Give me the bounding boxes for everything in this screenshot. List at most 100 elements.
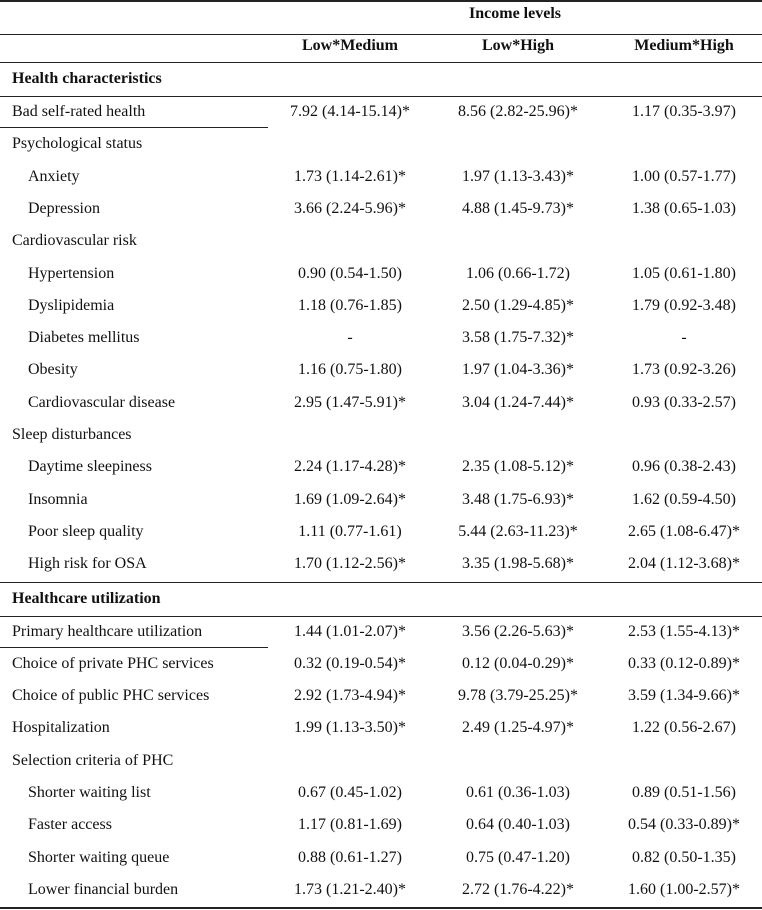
cell: 1.69 (1.09-2.64)* (294, 490, 406, 508)
sub-row-label: Lower financial burden (28, 880, 179, 898)
rule (0, 62, 762, 63)
row-label: Choice of private PHC services (12, 654, 214, 672)
cell: 2.04 (1.12-3.68)* (628, 555, 740, 573)
cell: 0.61 (0.36-1.03) (466, 784, 570, 801)
rule (0, 581, 762, 583)
cell: 2.50 (1.29-4.85)* (462, 296, 574, 314)
cell: 0.12 (0.04-0.29)* (462, 654, 574, 672)
cell: 3.35 (1.98-5.68)* (462, 555, 574, 573)
row-label: Cardiovascular risk (12, 232, 137, 250)
cell: 1.97 (1.04-3.36)* (462, 361, 574, 379)
rule (0, 96, 762, 97)
cell: 1.06 (0.66-1.72) (466, 264, 570, 282)
cell: 2.72 (1.76-4.22)* (462, 880, 574, 898)
cell: 1.05 (0.61-1.80) (632, 264, 736, 282)
cell: 9.78 (3.79-25.25)* (458, 687, 578, 705)
column-header: Low*Medium (302, 37, 398, 54)
cell: 1.73 (0.92-3.26) (632, 361, 736, 379)
row-label: Hospitalization (12, 719, 110, 737)
cell: 1.16 (0.75-1.80) (298, 361, 402, 379)
cell: 2.24 (1.17-4.28)* (294, 458, 406, 476)
rule (0, 0, 762, 2)
sub-row-label: Insomnia (28, 490, 88, 508)
cell: 1.79 (0.92-3.48) (632, 296, 736, 314)
cell: 2.49 (1.25-4.97)* (462, 719, 574, 737)
cell: 8.56 (2.82-25.96)* (458, 103, 578, 120)
sub-row-label: High risk for OSA (28, 555, 147, 573)
cell: 1.97 (1.13-3.43)* (462, 167, 574, 185)
cell: 7.92 (4.14-15.14)* (290, 103, 410, 120)
cell: 0.96 (0.38-2.43) (632, 458, 736, 476)
row-label: Bad self-rated health (12, 103, 146, 120)
cell: 2.35 (1.08-5.12)* (462, 458, 574, 476)
cell: 0.89 (0.51-1.56) (632, 784, 736, 801)
group-header: Income levels (469, 5, 561, 22)
cell: 3.66 (2.24-5.96)* (294, 199, 406, 217)
cell: 1.99 (1.13-3.50)* (294, 719, 406, 737)
sub-row-label: Shorter waiting list (28, 784, 151, 801)
sub-row-label: Diabetes mellitus (28, 329, 140, 347)
cell: 3.48 (1.75-6.93)* (462, 490, 574, 508)
section-title: Health characteristics (12, 70, 162, 87)
cell: 1.11 (0.77-1.61) (298, 522, 402, 540)
cell: 0.93 (0.33-2.57) (632, 393, 736, 411)
row-label: Selection criteria of PHC (12, 751, 174, 769)
cell: 0.82 (0.50-1.35) (632, 848, 736, 866)
row-label: Sleep disturbances (12, 426, 132, 443)
cell: 0.75 (0.47-1.20) (466, 848, 570, 866)
cell: - (347, 329, 353, 347)
cell: 0.54 (0.33-0.89)* (628, 816, 740, 834)
cell: 0.67 (0.45-1.02) (298, 784, 402, 801)
cell: - (681, 329, 687, 347)
cell: 0.88 (0.61-1.27) (298, 848, 402, 866)
cell: 1.18 (0.76-1.85) (298, 296, 402, 314)
column-header: Medium*High (634, 37, 734, 54)
cell: 0.32 (0.19-0.54)* (294, 654, 406, 672)
rule (0, 34, 762, 35)
sub-row-label: Depression (28, 199, 100, 217)
rule (0, 646, 268, 648)
sub-row-label: Obesity (28, 361, 78, 379)
section-title: Healthcare utilization (12, 589, 161, 607)
row-label: Choice of public PHC services (12, 687, 210, 705)
cell: 1.73 (1.14-2.61)* (294, 167, 406, 185)
sub-row-label: Poor sleep quality (28, 522, 144, 540)
sub-row-label: Anxiety (28, 167, 80, 185)
sub-row-label: Dyslipidemia (28, 296, 115, 314)
cell: 4.88 (1.45-9.73)* (462, 199, 574, 217)
cell: 0.90 (0.54-1.50) (298, 264, 402, 282)
cell: 1.73 (1.21-2.40)* (294, 880, 406, 898)
cell: 1.44 (1.01-2.07)* (294, 622, 406, 640)
cell: 1.38 (0.65-1.03) (632, 199, 736, 217)
rule (0, 127, 268, 129)
row-label: Primary healthcare utilization (12, 622, 203, 640)
cell: 1.00 (0.57-1.77) (632, 167, 736, 185)
cell: 2.95 (1.47-5.91)* (294, 393, 406, 411)
cell: 1.70 (1.12-2.56)* (294, 555, 406, 573)
cell: 0.64 (0.40-1.03) (466, 816, 570, 834)
rule (0, 615, 762, 617)
cell: 3.56 (2.26-5.63)* (462, 622, 574, 640)
sub-row-label: Cardiovascular disease (28, 393, 176, 411)
cell: 1.17 (0.35-3.97) (632, 103, 736, 120)
sub-row-label: Daytime sleepiness (28, 458, 152, 476)
cell: 2.92 (1.73-4.94)* (294, 687, 406, 705)
row-label: Psychological status (12, 135, 143, 153)
cell: 3.04 (1.24-7.44)* (462, 393, 574, 411)
rule (0, 907, 762, 909)
cell: 1.22 (0.56-2.67) (632, 719, 736, 737)
sub-row-label: Shorter waiting queue (28, 848, 170, 866)
sub-row-label: Faster access (28, 816, 112, 834)
sub-row-label: Hypertension (28, 264, 115, 282)
cell: 3.59 (1.34-9.66)* (628, 687, 740, 705)
cell: 1.60 (1.00-2.57)* (628, 880, 740, 898)
column-header: Low*High (481, 37, 555, 54)
cell: 3.58 (1.75-7.32)* (462, 329, 574, 347)
cell: 0.33 (0.12-0.89)* (628, 654, 740, 672)
cell: 5.44 (2.63-11.23)* (458, 522, 578, 540)
cell: 2.65 (1.08-6.47)* (628, 522, 740, 540)
cell: 2.53 (1.55-4.13)* (628, 622, 740, 640)
cell: 1.17 (0.81-1.69) (298, 816, 402, 834)
cell: 1.62 (0.59-4.50) (632, 490, 736, 508)
